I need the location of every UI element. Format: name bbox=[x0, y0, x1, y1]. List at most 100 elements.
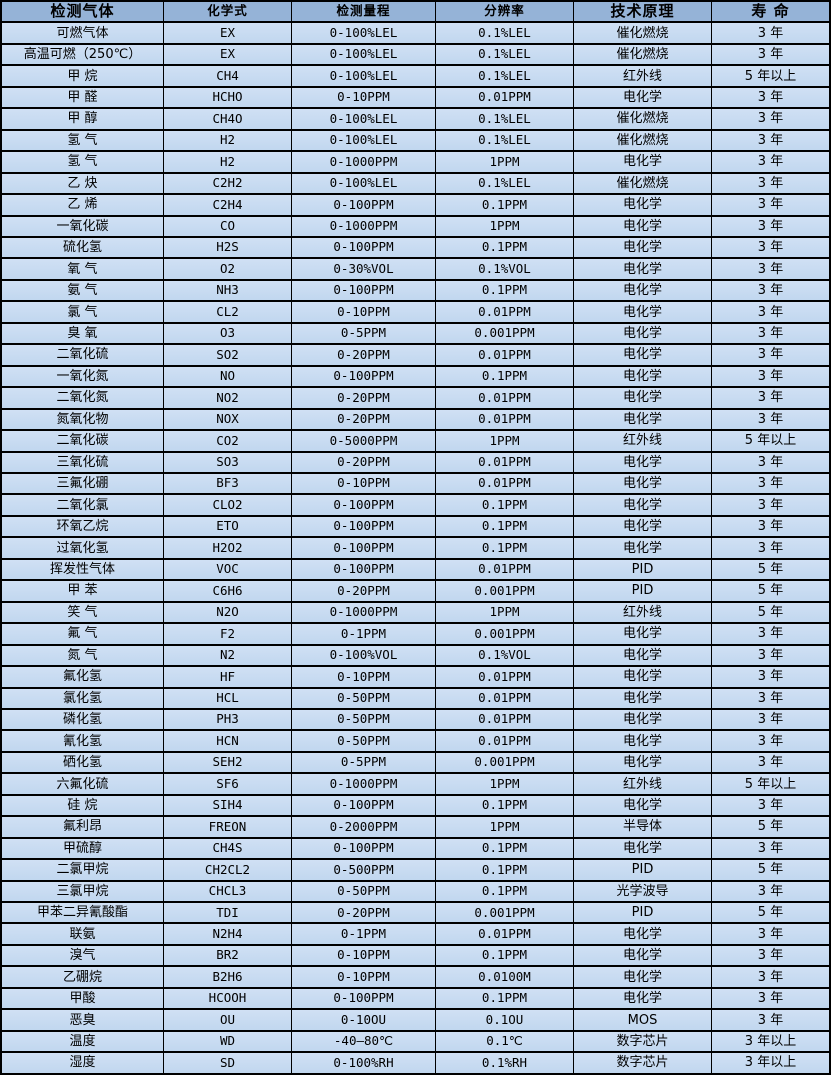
table-cell: PID bbox=[574, 860, 712, 880]
table-cell: 0-100PPM bbox=[292, 280, 436, 301]
table-cell: 催化燃烧 bbox=[574, 44, 712, 65]
table-cell: 1PPM bbox=[436, 152, 574, 172]
table-row: 氯 气 CL2 0-10PPM 0.01PPM 电化学 3 年 bbox=[2, 302, 829, 324]
table-cell: 六氟化硫 bbox=[2, 774, 164, 794]
table-cell: 3 年 bbox=[712, 516, 829, 537]
table-cell: 5 年 bbox=[712, 581, 829, 601]
table-cell: 0.001PPM bbox=[436, 624, 574, 644]
table-cell: 3 年 bbox=[712, 366, 829, 387]
table-cell: 数字芯片 bbox=[574, 1031, 712, 1052]
table-cell: 0.01PPM bbox=[436, 709, 574, 730]
table-cell: 0.01PPM bbox=[436, 731, 574, 751]
table-cell: 0-100PPM bbox=[292, 795, 436, 816]
table-cell: 电化学 bbox=[574, 259, 712, 279]
table-cell: VOC bbox=[164, 559, 292, 580]
table-cell: 笑 气 bbox=[2, 602, 164, 623]
table-cell: 0-20PPM bbox=[292, 345, 436, 365]
table-cell: 0.1%LEL bbox=[436, 23, 574, 43]
table-cell: 0-100PPM bbox=[292, 559, 436, 580]
table-cell: 0.1PPM bbox=[436, 366, 574, 387]
table-row: 乙硼烷 B2H6 0-10PPM 0.0100M 电化学 3 年 bbox=[2, 967, 829, 989]
table-cell: 3 年 bbox=[712, 345, 829, 365]
table-cell: 0-100%LEL bbox=[292, 130, 436, 151]
table-cell: N2 bbox=[164, 645, 292, 666]
table-cell: HCL bbox=[164, 688, 292, 708]
table-cell: 甲 苯 bbox=[2, 581, 164, 601]
table-cell: 0-1PPM bbox=[292, 924, 436, 944]
table-cell: 电化学 bbox=[574, 152, 712, 172]
table-row: 甲 苯 C6H6 0-20PPM 0.001PPM PID 5 年 bbox=[2, 581, 829, 603]
table-row: 湿度 SD 0-100%RH 0.1%RH 数字芯片 3 年以上 bbox=[2, 1053, 829, 1073]
table-cell: 0.1%LEL bbox=[436, 44, 574, 65]
table-row: 二氧化硫 SO2 0-20PPM 0.01PPM 电化学 3 年 bbox=[2, 345, 829, 367]
table-cell: 0-20PPM bbox=[292, 409, 436, 430]
table-cell: 0-1000PPM bbox=[292, 152, 436, 172]
table-cell: 氧 气 bbox=[2, 259, 164, 279]
table-row: 联氨 N2H4 0-1PPM 0.01PPM 电化学 3 年 bbox=[2, 924, 829, 946]
table-cell: 甲 醛 bbox=[2, 87, 164, 108]
table-cell: 电化学 bbox=[574, 924, 712, 944]
table-cell: 0-1000PPM bbox=[292, 216, 436, 236]
table-cell: 联氨 bbox=[2, 924, 164, 944]
table-cell: 电化学 bbox=[574, 645, 712, 666]
table-cell: 电化学 bbox=[574, 388, 712, 408]
table-cell: 0-1000PPM bbox=[292, 602, 436, 623]
table-cell: 1PPM bbox=[436, 774, 574, 794]
table-cell: PID bbox=[574, 581, 712, 601]
table-cell: 红外线 bbox=[574, 602, 712, 623]
table-row: 氟利昂 FREON 0-2000PPM 1PPM 半导体 5 年 bbox=[2, 817, 829, 839]
table-cell: ETO bbox=[164, 516, 292, 537]
table-cell: 0-20PPM bbox=[292, 452, 436, 472]
table-cell: 电化学 bbox=[574, 216, 712, 236]
table-cell: PID bbox=[574, 903, 712, 923]
table-cell: 数字芯片 bbox=[574, 1053, 712, 1073]
table-cell: 0.01PPM bbox=[436, 688, 574, 708]
table-cell: 1PPM bbox=[436, 216, 574, 236]
table-cell: 0.1OU bbox=[436, 1010, 574, 1030]
table-cell: 0.1PPM bbox=[436, 838, 574, 859]
table-cell: 0.01PPM bbox=[436, 452, 574, 472]
table-cell: SIH4 bbox=[164, 795, 292, 816]
table-row: 氟化氢 HF 0-10PPM 0.01PPM 电化学 3 年 bbox=[2, 667, 829, 689]
table-cell: 3 年以上 bbox=[712, 1031, 829, 1052]
table-row: 氮氧化物 NOX 0-20PPM 0.01PPM 电化学 3 年 bbox=[2, 409, 829, 432]
header-cell: 分辨率 bbox=[436, 2, 574, 22]
table-row: 高温可燃（250℃） EX 0-100%LEL 0.1%LEL 催化燃烧 3 年 bbox=[2, 44, 829, 67]
table-cell: 氢 气 bbox=[2, 152, 164, 172]
table-cell: EX bbox=[164, 23, 292, 43]
table-cell: 0-100%LEL bbox=[292, 44, 436, 65]
table-cell: 3 年 bbox=[712, 624, 829, 644]
table-cell: B2H6 bbox=[164, 967, 292, 987]
table-cell: 半导体 bbox=[574, 817, 712, 837]
table-cell: WD bbox=[164, 1031, 292, 1052]
table-row: 氧 气 O2 0-30%VOL 0.1%VOL 电化学 3 年 bbox=[2, 259, 829, 281]
table-cell: 3 年 bbox=[712, 924, 829, 944]
table-row: 硅 烷 SIH4 0-100PPM 0.1PPM 电化学 3 年 bbox=[2, 795, 829, 818]
table-cell: 0-100%LEL bbox=[292, 66, 436, 86]
table-cell: 3 年 bbox=[712, 838, 829, 859]
table-row: 氟 气 F2 0-1PPM 0.001PPM 电化学 3 年 bbox=[2, 624, 829, 646]
table-cell: SO2 bbox=[164, 345, 292, 365]
table-row: 乙 烯 C2H4 0-100PPM 0.1PPM 电化学 3 年 bbox=[2, 195, 829, 217]
table-cell: 二氧化碳 bbox=[2, 431, 164, 451]
table-cell: 甲酸 bbox=[2, 988, 164, 1009]
table-cell: SD bbox=[164, 1053, 292, 1073]
table-cell: 磷化氢 bbox=[2, 709, 164, 730]
table-cell: 甲苯二异氰酸酯 bbox=[2, 903, 164, 923]
table-row: 硫化氢 H2S 0-100PPM 0.1PPM 电化学 3 年 bbox=[2, 237, 829, 260]
table-cell: 甲硫醇 bbox=[2, 838, 164, 859]
table-cell: 0.1PPM bbox=[436, 881, 574, 902]
table-row: 二氧化氯 CLO2 0-100PPM 0.1PPM 电化学 3 年 bbox=[2, 495, 829, 517]
table-cell: 0-100PPM bbox=[292, 366, 436, 387]
table-cell: 三氯甲烷 bbox=[2, 881, 164, 902]
table-row: 甲 醇 CH4O 0-100%LEL 0.1%LEL 催化燃烧 3 年 bbox=[2, 109, 829, 131]
table-cell: 3 年 bbox=[712, 688, 829, 708]
table-cell: 可燃气体 bbox=[2, 23, 164, 43]
table-row: 一氧化氮 NO 0-100PPM 0.1PPM 电化学 3 年 bbox=[2, 366, 829, 389]
table-row: 二氧化氮 NO2 0-20PPM 0.01PPM 电化学 3 年 bbox=[2, 388, 829, 410]
table-cell: 电化学 bbox=[574, 409, 712, 430]
table-cell: 电化学 bbox=[574, 280, 712, 301]
table-cell: 3 年 bbox=[712, 495, 829, 515]
table-cell: BF3 bbox=[164, 473, 292, 494]
table-cell: 电化学 bbox=[574, 323, 712, 344]
